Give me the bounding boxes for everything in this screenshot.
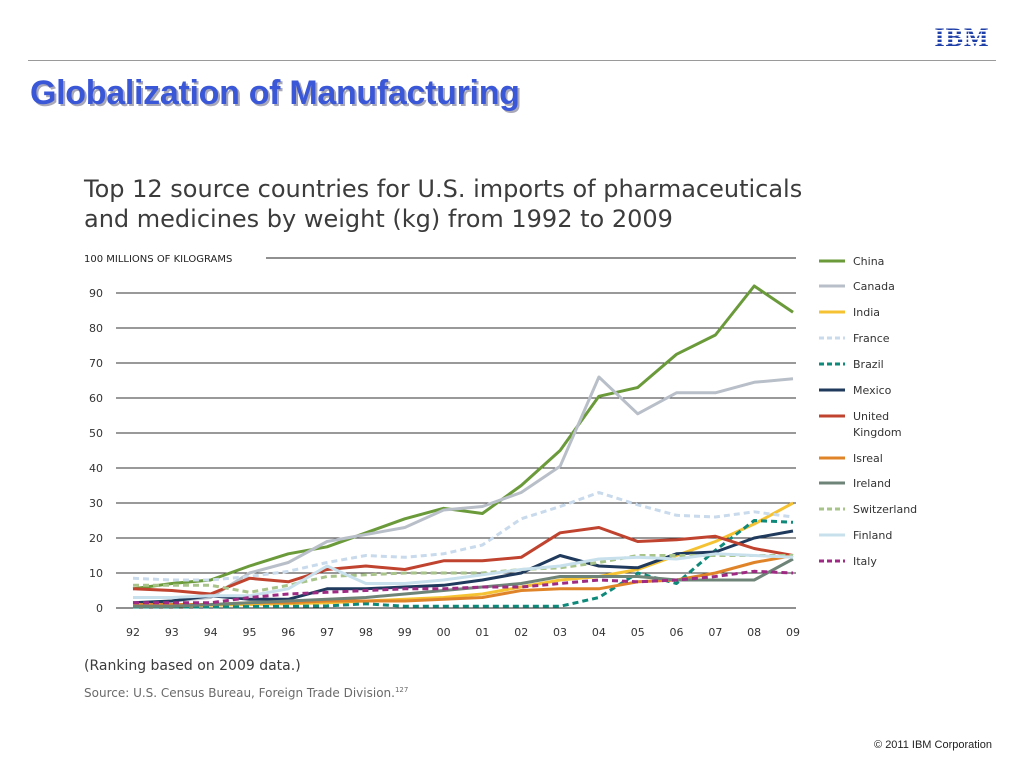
- legend-item: Ireland: [819, 477, 891, 490]
- legend-item: Mexico: [819, 384, 892, 397]
- legend-item: Italy: [819, 555, 877, 568]
- x-tick-label: 06: [670, 626, 684, 639]
- series-line-switzerland: [133, 554, 793, 594]
- x-tick-label: 04: [592, 626, 606, 639]
- chart-title: Top 12 source countries for U.S. imports…: [84, 175, 803, 233]
- legend-item: Brazil: [819, 358, 884, 371]
- legend-label: Mexico: [853, 384, 892, 397]
- legend-label: Canada: [853, 280, 895, 293]
- x-tick-label: 97: [320, 626, 334, 639]
- y-tick-label: 10: [89, 567, 103, 580]
- x-tick-label: 99: [398, 626, 412, 639]
- slide-title: Globalization of Manufacturing: [30, 74, 520, 112]
- y-tick-label: 30: [89, 497, 103, 510]
- legend-item: United Kingdom: [819, 410, 902, 439]
- legend-label: China: [853, 255, 884, 268]
- y-tick-label: 50: [89, 427, 103, 440]
- legend-item: China: [819, 255, 884, 268]
- series-line-france: [132, 491, 794, 582]
- x-tick-label: 93: [165, 626, 179, 639]
- y-tick-label: 40: [89, 462, 103, 475]
- x-tick-label: 92: [126, 626, 140, 639]
- series-line-italy: [133, 569, 794, 605]
- series-line-mexico: [132, 529, 794, 605]
- chart-note: (Ranking based on 2009 data.): [84, 658, 301, 674]
- legend-label: France: [853, 332, 890, 345]
- legend-label: India: [853, 306, 880, 319]
- legend-label: Finland: [853, 529, 892, 542]
- y-tick-label: 80: [89, 322, 103, 335]
- x-tick-label: 08: [747, 626, 761, 639]
- chart-source: Source: U.S. Census Bureau, Foreign Trad…: [84, 686, 408, 700]
- x-tick-label: 98: [359, 626, 373, 639]
- y-tick-label: 20: [89, 532, 103, 545]
- ibm-logo: IBM: [928, 24, 996, 52]
- legend-item: Switzerland: [819, 503, 917, 516]
- x-tick-label: 07: [708, 626, 722, 639]
- y-axis-label: 100 MILLIONS OF KILOGRAMS: [84, 254, 232, 265]
- series-line-finland: [133, 552, 794, 599]
- legend-label: Italy: [853, 555, 877, 568]
- y-tick-label: 0: [96, 602, 103, 615]
- legend-label: Ireland: [853, 477, 891, 490]
- legend-label: Isreal: [853, 452, 883, 465]
- x-tick-label: 01: [475, 626, 489, 639]
- y-tick-label: 90: [89, 287, 103, 300]
- legend-item: Isreal: [819, 452, 883, 465]
- legend-item: Canada: [819, 280, 895, 293]
- series-line-united-kingdom: [132, 526, 794, 596]
- x-tick-label: 95: [242, 626, 256, 639]
- y-tick-label: 60: [89, 392, 103, 405]
- y-axis: 100 MILLIONS OF KILOGRAMS 0 10 20 30 40 50 60 70…: [84, 254, 232, 615]
- legend-label: Switzerland: [853, 503, 917, 516]
- source-ref: 127: [394, 686, 409, 694]
- legend-item: India: [819, 306, 880, 319]
- y-tick-label: 70: [89, 357, 103, 370]
- legend-item: Finland: [819, 529, 892, 542]
- source-text: Source: U.S. Census Bureau, Foreign Trad…: [84, 686, 395, 700]
- copyright: © 2011 IBM Corporation: [874, 739, 992, 751]
- legend-item: France: [819, 332, 890, 345]
- header-rule: [28, 60, 996, 61]
- x-tick-label: 09: [786, 626, 800, 639]
- legend: China Canada India France Brazil Mexico United…: [819, 255, 917, 568]
- x-tick-label: 94: [204, 626, 218, 639]
- series-lines: [132, 284, 794, 609]
- x-axis: 92 93 94 95 96 97 98 99 00 01 02 03 04 05 06 07 08 09: [126, 626, 800, 639]
- legend-label: Brazil: [853, 358, 884, 371]
- series-line-brazil: [133, 519, 794, 609]
- legend-label: United: [853, 410, 889, 423]
- series-line-china: [132, 284, 794, 591]
- x-tick-label: 00: [437, 626, 451, 639]
- x-tick-label: 02: [514, 626, 528, 639]
- x-tick-label: 03: [553, 626, 567, 639]
- x-tick-label: 05: [631, 626, 645, 639]
- legend-label: Kingdom: [853, 426, 902, 439]
- x-tick-label: 96: [281, 626, 295, 639]
